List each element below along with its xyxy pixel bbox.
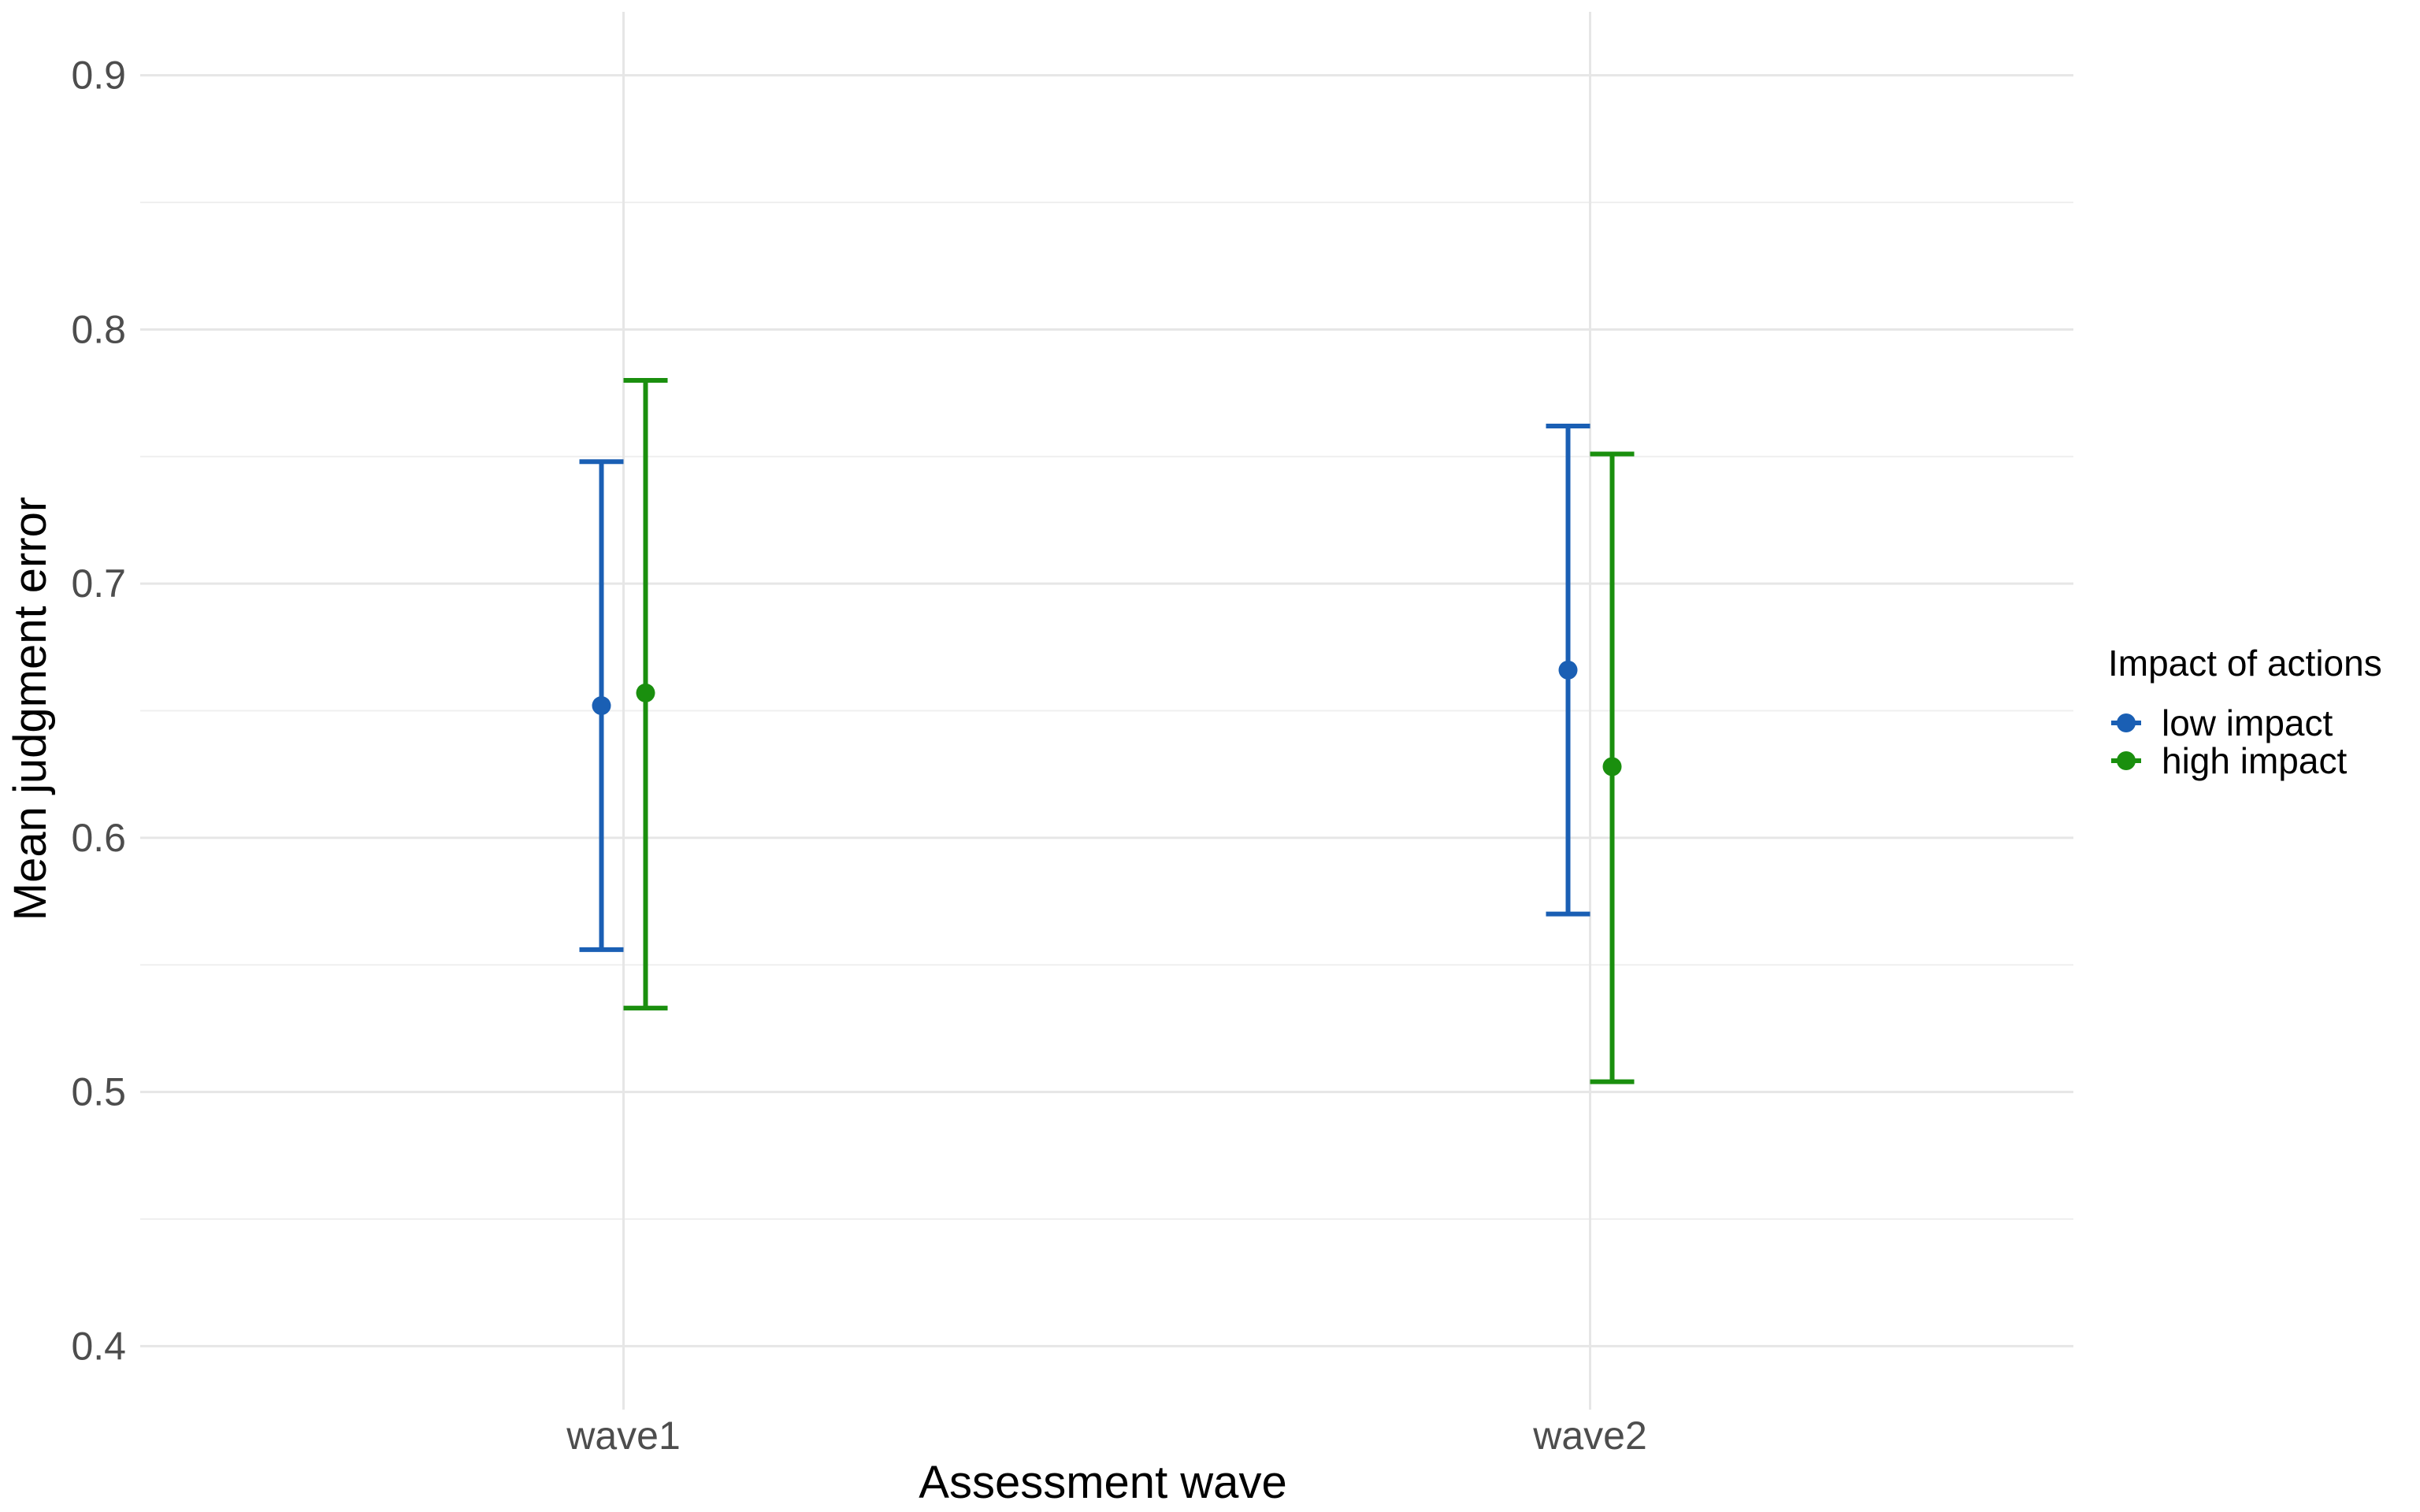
legend-key-point [2117,751,2136,770]
data-marks [579,377,1635,1084]
x-tick-label: wave2 [1532,1414,1647,1458]
data-point [1558,660,1578,680]
y-tick-label: 0.5 [71,1070,126,1114]
data-point [592,696,611,716]
legend-key-point [2117,713,2136,732]
x-tick-label: wave1 [566,1414,681,1458]
legend-item: high impact [2111,740,2347,781]
legend-label: low impact [2162,702,2333,743]
data-point [636,683,655,702]
y-axis-ticks: 0.4 0.5 0.6 0.7 0.8 0.9 [71,54,126,1369]
legend-label: high impact [2162,740,2347,781]
y-tick-label: 0.6 [71,816,126,860]
data-point [1602,757,1622,776]
grid [140,12,2073,1410]
y-axis-title: Mean judgment error [5,497,56,921]
legend-title: Impact of actions [2108,643,2382,684]
legend-item: low impact [2111,702,2333,743]
x-axis-ticks: wave1 wave2 [566,1414,1647,1458]
y-tick-label: 0.9 [71,54,126,98]
x-axis-title: Assessment wave [919,1457,1286,1508]
y-tick-label: 0.7 [71,561,126,606]
y-tick-label: 0.8 [71,307,126,351]
y-tick-label: 0.4 [71,1324,126,1368]
